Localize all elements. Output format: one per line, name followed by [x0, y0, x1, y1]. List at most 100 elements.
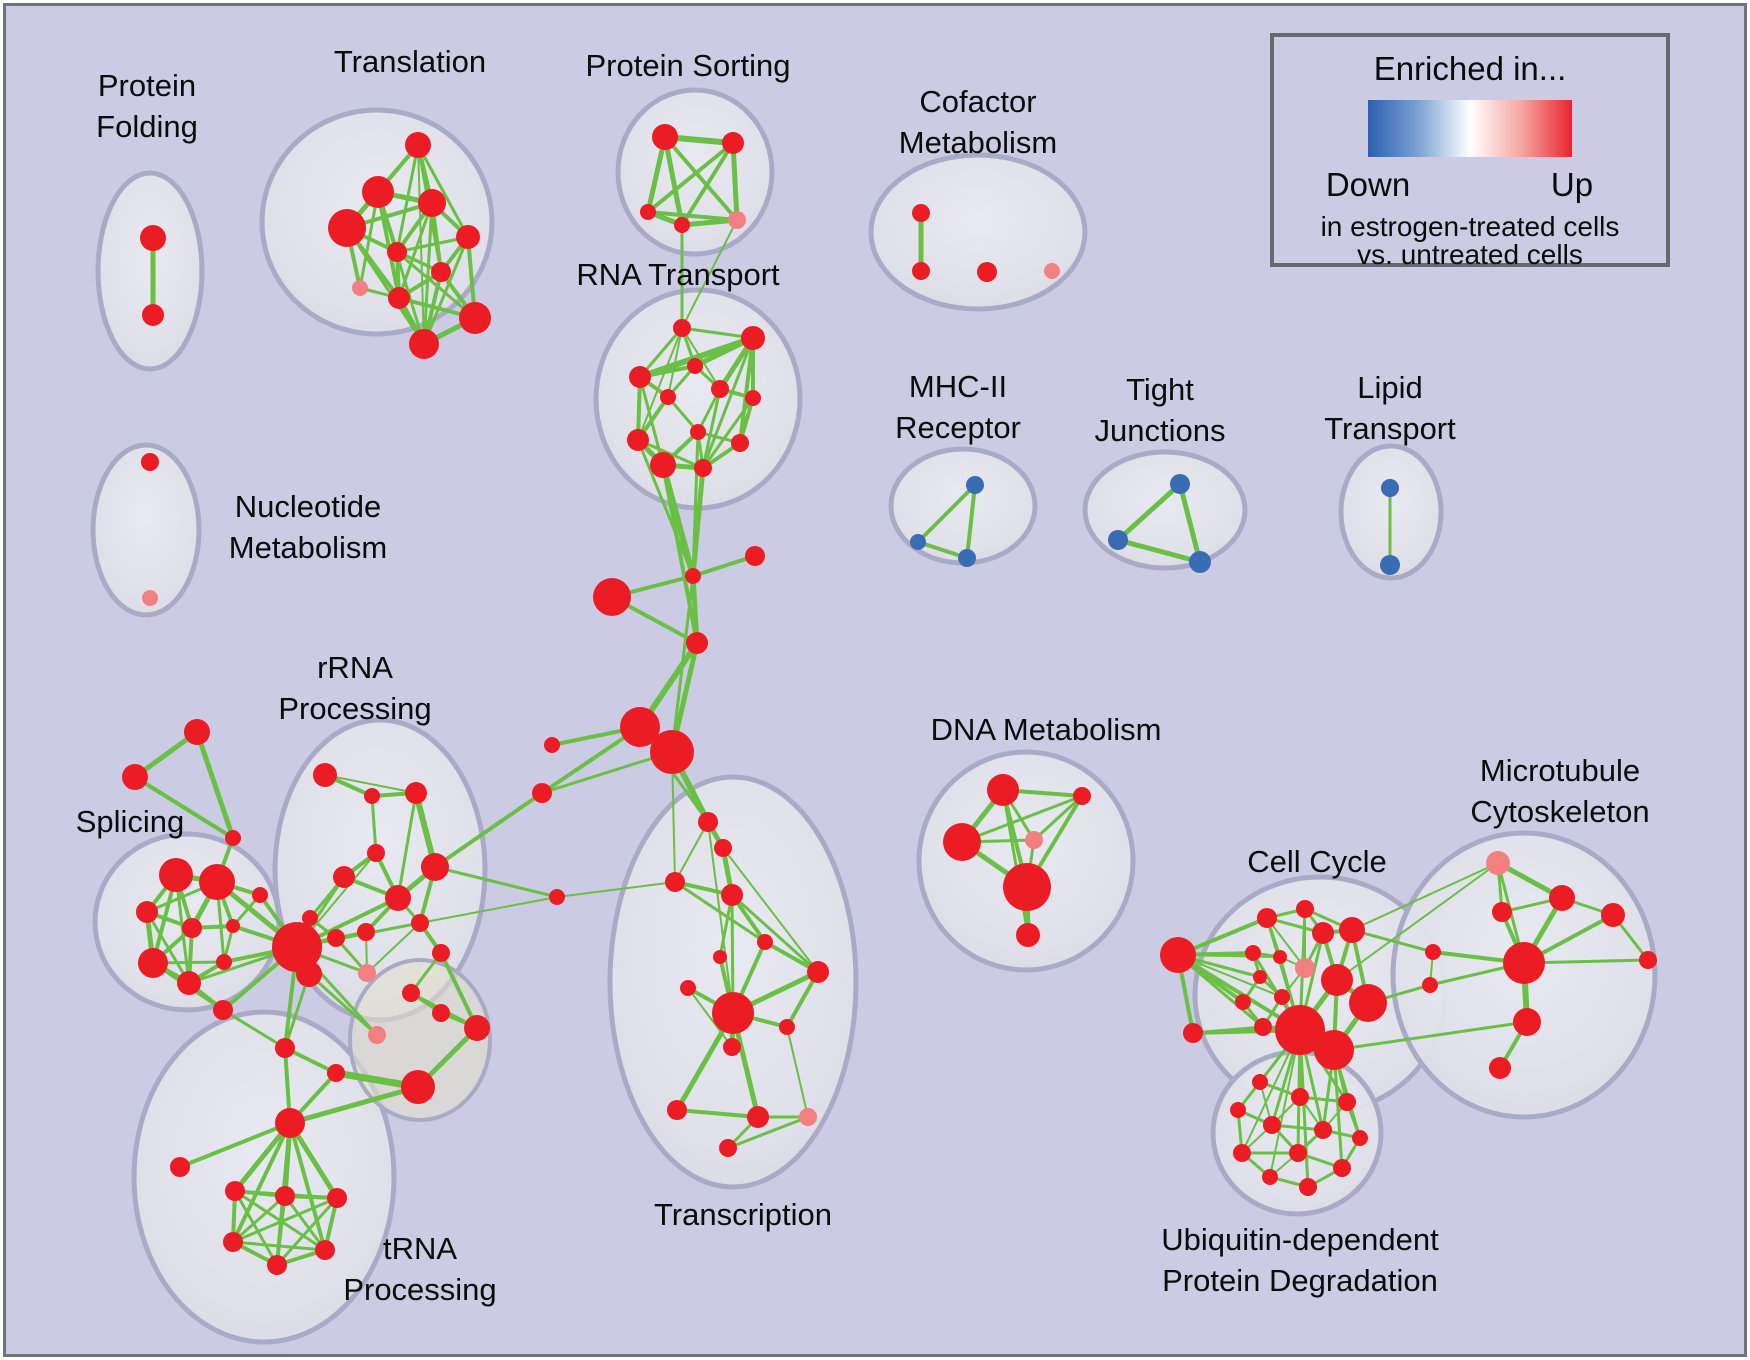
- network-node[interactable]: [977, 262, 997, 282]
- network-node[interactable]: [1486, 851, 1510, 875]
- network-node[interactable]: [1422, 977, 1438, 993]
- network-node[interactable]: [1183, 1023, 1203, 1043]
- network-node[interactable]: [1296, 900, 1314, 918]
- network-node[interactable]: [1601, 903, 1625, 927]
- network-node[interactable]: [411, 914, 429, 932]
- network-node[interactable]: [1314, 1030, 1354, 1070]
- network-node[interactable]: [352, 280, 368, 296]
- network-node[interactable]: [1274, 989, 1290, 1005]
- network-node[interactable]: [1252, 1074, 1268, 1090]
- network-node[interactable]: [712, 992, 754, 1034]
- network-node[interactable]: [1549, 885, 1575, 911]
- network-node[interactable]: [216, 954, 232, 970]
- network-node[interactable]: [745, 546, 765, 566]
- network-node[interactable]: [385, 885, 411, 911]
- network-node[interactable]: [1339, 917, 1365, 943]
- network-node[interactable]: [958, 549, 976, 567]
- network-node[interactable]: [225, 830, 241, 846]
- network-node[interactable]: [549, 889, 565, 905]
- network-node[interactable]: [252, 887, 268, 903]
- network-node[interactable]: [910, 534, 926, 550]
- network-node[interactable]: [1170, 474, 1190, 494]
- network-node[interactable]: [213, 1000, 233, 1020]
- network-node[interactable]: [431, 262, 451, 282]
- network-node[interactable]: [1513, 1008, 1541, 1036]
- network-node[interactable]: [1312, 922, 1334, 944]
- network-node[interactable]: [1291, 1088, 1309, 1106]
- network-node[interactable]: [1262, 1169, 1278, 1185]
- network-node[interactable]: [1108, 530, 1128, 550]
- network-node[interactable]: [272, 922, 322, 972]
- network-node[interactable]: [1235, 994, 1251, 1010]
- network-node[interactable]: [409, 329, 439, 359]
- network-node[interactable]: [1189, 551, 1211, 573]
- network-node[interactable]: [1245, 945, 1261, 961]
- network-node[interactable]: [327, 1188, 347, 1208]
- network-node[interactable]: [686, 632, 708, 654]
- network-node[interactable]: [1314, 1121, 1332, 1139]
- network-node[interactable]: [142, 590, 158, 606]
- network-node[interactable]: [912, 204, 930, 222]
- network-node[interactable]: [1003, 863, 1051, 911]
- network-node[interactable]: [223, 1232, 243, 1252]
- network-node[interactable]: [136, 901, 158, 923]
- network-node[interactable]: [719, 1139, 737, 1157]
- network-node[interactable]: [1230, 1102, 1246, 1118]
- network-node[interactable]: [1025, 831, 1043, 849]
- network-node[interactable]: [1338, 1093, 1356, 1111]
- network-node[interactable]: [627, 429, 649, 451]
- network-node[interactable]: [532, 783, 552, 803]
- network-node[interactable]: [267, 1255, 287, 1275]
- network-node[interactable]: [464, 1015, 490, 1041]
- network-node[interactable]: [402, 984, 420, 1002]
- network-node[interactable]: [694, 459, 712, 477]
- network-node[interactable]: [364, 788, 380, 804]
- network-node[interactable]: [1349, 984, 1387, 1022]
- network-node[interactable]: [711, 380, 729, 398]
- network-node[interactable]: [358, 964, 376, 982]
- network-node[interactable]: [170, 1157, 190, 1177]
- network-node[interactable]: [722, 132, 744, 154]
- network-node[interactable]: [1253, 970, 1267, 984]
- network-node[interactable]: [1016, 923, 1040, 947]
- network-node[interactable]: [807, 961, 829, 983]
- network-node[interactable]: [418, 189, 446, 217]
- network-node[interactable]: [721, 884, 743, 906]
- network-node[interactable]: [1263, 1116, 1281, 1134]
- network-node[interactable]: [357, 923, 375, 941]
- network-node[interactable]: [367, 844, 385, 862]
- network-node[interactable]: [141, 453, 159, 471]
- network-node[interactable]: [912, 262, 930, 280]
- network-node[interactable]: [140, 225, 166, 251]
- network-node[interactable]: [275, 1108, 305, 1138]
- network-node[interactable]: [652, 124, 678, 150]
- network-node[interactable]: [713, 950, 727, 964]
- network-node[interactable]: [1299, 1178, 1317, 1196]
- network-node[interactable]: [275, 1186, 295, 1206]
- network-node[interactable]: [745, 390, 761, 406]
- network-node[interactable]: [593, 578, 631, 616]
- network-node[interactable]: [432, 944, 450, 962]
- network-node[interactable]: [544, 737, 560, 753]
- network-node[interactable]: [362, 176, 394, 208]
- network-node[interactable]: [680, 980, 696, 996]
- network-node[interactable]: [459, 302, 491, 334]
- network-node[interactable]: [673, 319, 691, 337]
- network-node[interactable]: [405, 782, 427, 804]
- network-node[interactable]: [966, 476, 984, 494]
- network-node[interactable]: [159, 858, 193, 892]
- network-node[interactable]: [405, 132, 431, 158]
- network-node[interactable]: [1073, 787, 1091, 805]
- network-node[interactable]: [184, 719, 210, 745]
- network-node[interactable]: [685, 568, 701, 584]
- network-node[interactable]: [757, 934, 773, 950]
- network-node[interactable]: [731, 434, 749, 452]
- network-node[interactable]: [421, 853, 449, 881]
- network-node[interactable]: [226, 919, 240, 933]
- network-node[interactable]: [943, 823, 981, 861]
- network-node[interactable]: [728, 211, 746, 229]
- network-node[interactable]: [687, 358, 703, 374]
- network-node[interactable]: [1275, 1005, 1325, 1055]
- network-node[interactable]: [1295, 958, 1315, 978]
- network-node[interactable]: [1425, 944, 1441, 960]
